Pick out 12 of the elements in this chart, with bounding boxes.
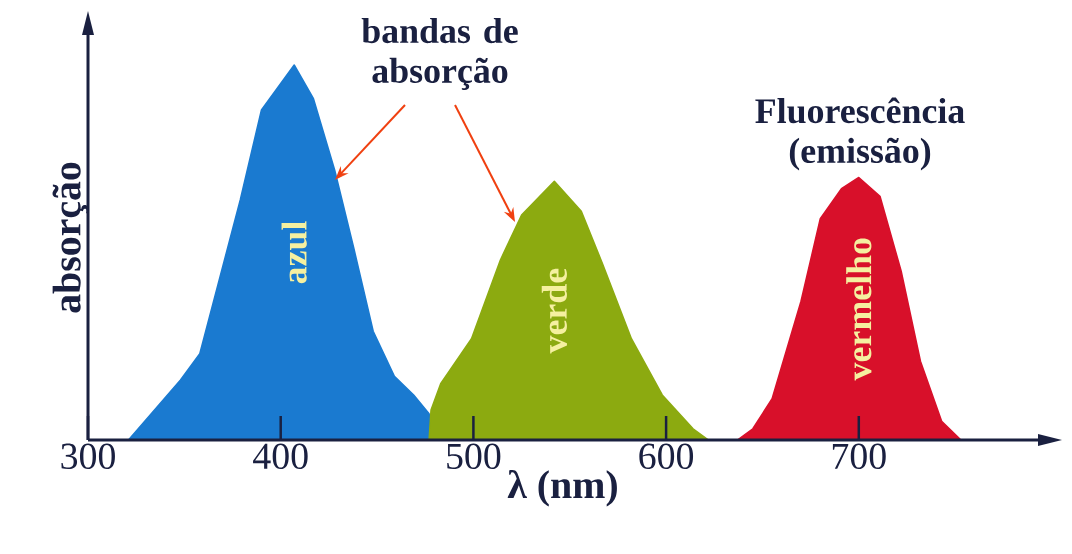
- x-tick-label: 300: [61, 443, 115, 470]
- x-tick-label: 400: [253, 443, 308, 470]
- annotation: Fluorescência (emissão): [755, 97, 965, 171]
- x-tick-label: 500: [447, 443, 501, 470]
- y-axis-title: absorção: [52, 162, 89, 313]
- x-tick-label: 600: [639, 443, 694, 470]
- x-axis-title: λ (nm): [507, 469, 617, 507]
- series-label: vermelho: [846, 238, 872, 381]
- annotation: bandas de absorção: [361, 17, 518, 91]
- x-tick-label: 700: [832, 443, 886, 470]
- series-label: verde: [541, 268, 567, 354]
- series-label: azul: [281, 221, 307, 284]
